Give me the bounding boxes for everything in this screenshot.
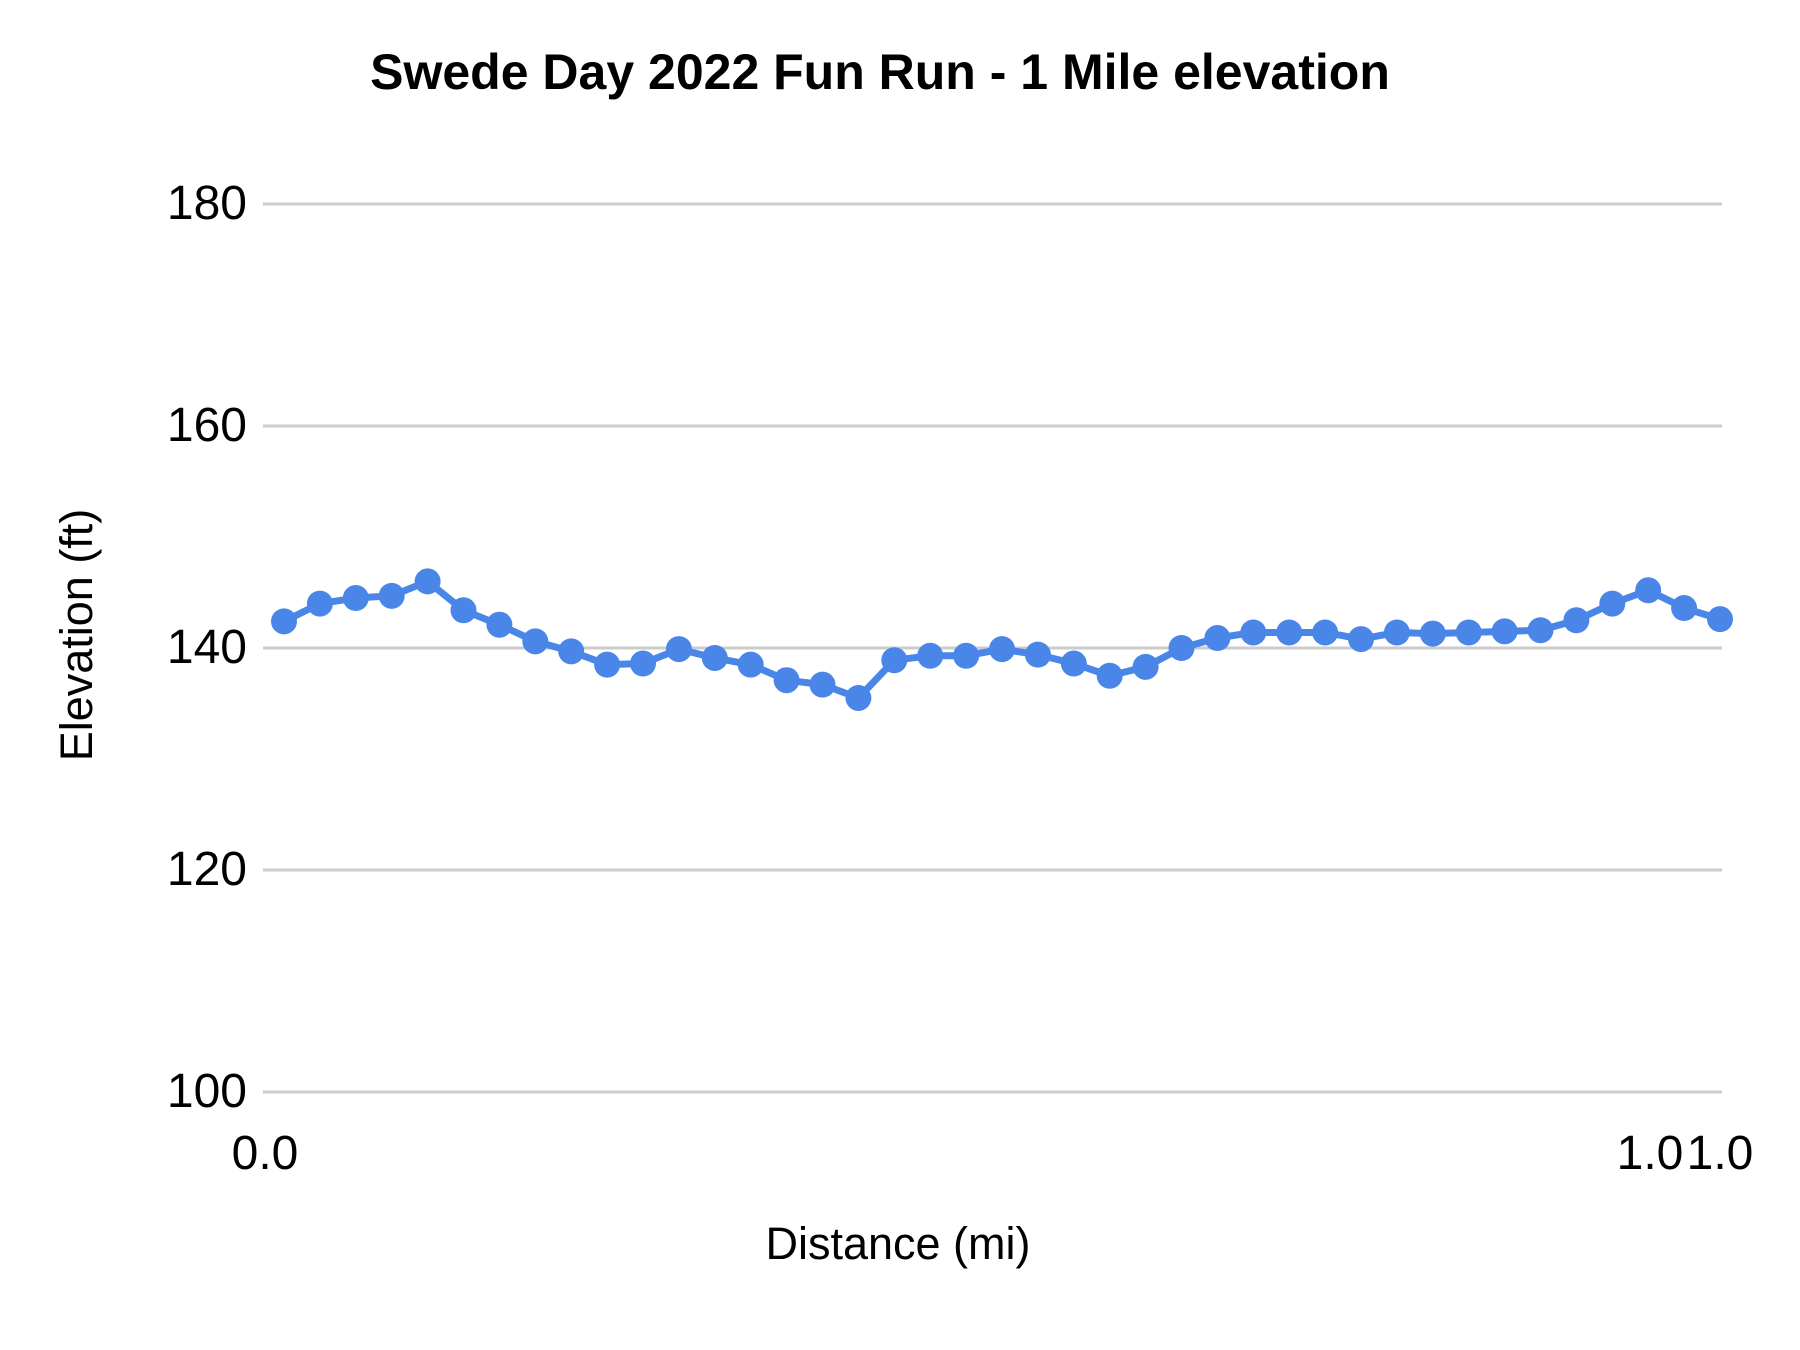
data-point-11: [665, 636, 692, 663]
data-point-36: [1563, 607, 1590, 634]
data-point-27: [1240, 619, 1267, 646]
data-point-37: [1599, 590, 1626, 617]
chart-title: Swede Day 2022 Fun Run - 1 Mile elevatio…: [370, 44, 1390, 100]
data-point-7: [522, 628, 549, 655]
data-point-23: [1096, 662, 1123, 689]
data-point-16: [845, 684, 872, 711]
data-point-4: [414, 568, 441, 595]
data-point-38: [1635, 577, 1662, 604]
data-point-5: [450, 597, 477, 624]
data-point-31: [1383, 619, 1410, 646]
x-axis-title: Distance (mi): [765, 1218, 1031, 1269]
data-point-34: [1491, 618, 1518, 645]
data-point-12: [701, 644, 728, 671]
data-point-10: [630, 650, 656, 677]
data-point-30: [1348, 626, 1374, 653]
y-axis-title: Elevation (ft): [51, 508, 102, 762]
x-tick-label-0: 0.0: [231, 1127, 299, 1180]
data-point-20: [989, 636, 1015, 663]
data-point-25: [1168, 635, 1195, 661]
data-point-17: [881, 647, 908, 674]
data-point-0: [271, 608, 297, 635]
data-point-6: [486, 611, 513, 638]
data-point-18: [917, 642, 944, 669]
data-point-8: [558, 638, 585, 665]
data-point-26: [1204, 625, 1231, 652]
data-point-19: [953, 642, 980, 669]
data-point-28: [1276, 619, 1303, 646]
data-point-9: [594, 651, 621, 678]
data-point-3: [378, 582, 405, 609]
x-tick-label-2: 1.0: [1686, 1127, 1754, 1180]
data-point-1: [306, 590, 333, 617]
y-tick-label-160: 160: [166, 399, 247, 452]
data-point-33: [1455, 619, 1482, 646]
data-point-39: [1671, 595, 1698, 622]
y-tick-label-140: 140: [166, 621, 247, 674]
data-point-13: [737, 651, 764, 678]
data-point-2: [342, 585, 369, 612]
data-point-24: [1132, 653, 1159, 680]
data-point-21: [1024, 641, 1051, 668]
data-point-35: [1527, 617, 1554, 644]
data-point-22: [1060, 650, 1087, 677]
data-point-14: [773, 667, 800, 694]
data-point-29: [1312, 619, 1339, 646]
y-tick-label-180: 180: [166, 177, 247, 230]
y-tick-label-120: 120: [166, 843, 247, 896]
data-point-40: [1707, 606, 1733, 633]
x-tick-label-1: 1.0: [1616, 1127, 1684, 1180]
data-point-32: [1419, 620, 1446, 647]
data-point-15: [809, 671, 836, 698]
y-tick-label-100: 100: [166, 1065, 247, 1118]
